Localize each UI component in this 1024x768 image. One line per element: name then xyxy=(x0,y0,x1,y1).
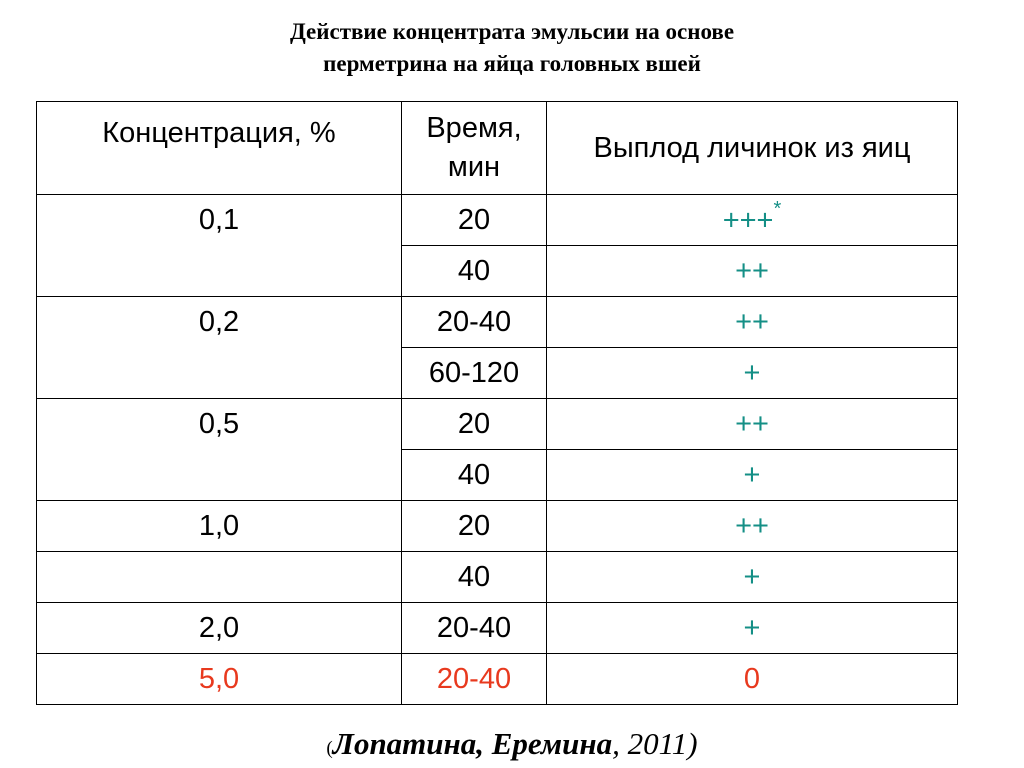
slide-title: Действие концентрата эмульсии на основе … xyxy=(0,16,1024,80)
cell-time: 20-40 xyxy=(401,653,547,705)
cell-effect: +++* xyxy=(546,194,958,246)
header-hatching: Выплод личинок из яиц xyxy=(546,101,958,195)
table-row: 0,5 20 ++ xyxy=(36,398,958,501)
effect-value: +++ xyxy=(722,204,774,237)
cell-effect: ++ xyxy=(546,398,958,450)
cell-time: 40 xyxy=(401,449,547,501)
cell-effect: 0 xyxy=(546,653,958,705)
table-row: 40 + xyxy=(36,551,958,603)
cell-effect: + xyxy=(546,551,958,603)
cell-concentration: 1,0 xyxy=(36,500,402,552)
title-line-1: Действие концентрата эмульсии на основе xyxy=(289,19,735,44)
cell-time: 20 xyxy=(401,194,547,246)
header-concentration: Концентрация, % xyxy=(36,101,402,195)
cell-effect: + xyxy=(546,602,958,654)
citation: (Лопатина, Еремина, 2011) xyxy=(0,726,1024,762)
table-row: 2,0 20-40 + xyxy=(36,602,958,654)
cell-time: 20 xyxy=(401,500,547,552)
cell-time: 40 xyxy=(401,245,547,297)
cell-time: 40 xyxy=(401,551,547,603)
cell-time: 60-120 xyxy=(401,347,547,399)
table-row: 40 + xyxy=(37,449,958,501)
citation-year: , 2011) xyxy=(612,726,698,761)
cell-concentration: 0,2 xyxy=(36,296,402,399)
data-table: Концентрация, % Время, мин Выплод личино… xyxy=(36,101,958,705)
cell-effect: + xyxy=(546,347,958,399)
cell-concentration xyxy=(36,551,402,603)
cell-concentration: 0,5 xyxy=(36,398,402,501)
footnote-marker: * xyxy=(773,198,782,221)
cell-concentration: 5,0 xyxy=(36,653,402,705)
cell-time: 20-40 xyxy=(401,296,547,348)
cell-effect: + xyxy=(546,449,958,501)
cell-effect: ++ xyxy=(546,500,958,552)
cell-effect: ++ xyxy=(546,245,958,297)
citation-authors: Лопатина, Еремина xyxy=(332,726,613,761)
cell-effect: ++ xyxy=(546,296,958,348)
cell-concentration: 2,0 xyxy=(36,602,402,654)
table-row: 40 ++ xyxy=(37,245,958,297)
table-header-row: Концентрация, % Время, мин Выплод личино… xyxy=(36,101,958,195)
cell-concentration: 0,1 xyxy=(36,194,402,297)
table-row: 1,0 20 ++ xyxy=(36,500,958,552)
cell-time: 20-40 xyxy=(401,602,547,654)
title-line-2: перметрина на яйца головных вшей xyxy=(323,51,701,76)
cell-time: 20 xyxy=(401,398,547,450)
header-time: Время, мин xyxy=(401,101,547,195)
citation-open-paren: ( xyxy=(326,738,333,759)
table-row: 0,2 20-40 ++ xyxy=(36,296,958,399)
table-row: 0,1 20 +++* xyxy=(36,194,958,297)
table-row-highlight: 5,0 20-40 0 xyxy=(36,653,958,705)
